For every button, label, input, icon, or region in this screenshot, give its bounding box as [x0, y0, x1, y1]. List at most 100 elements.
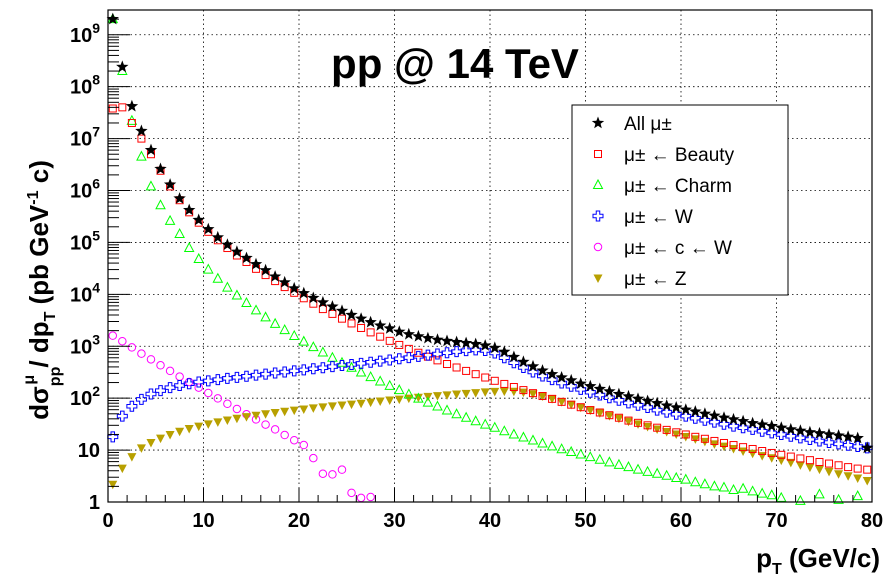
y-tick-label: 10: [78, 440, 100, 462]
y-tick-label: 109: [70, 20, 100, 47]
data-point: [336, 360, 348, 372]
data-point: [441, 404, 453, 415]
data-point: [318, 469, 328, 479]
data-point: [431, 333, 444, 346]
data-point: [804, 433, 816, 445]
data-point: [803, 425, 817, 438]
data-point: [756, 487, 768, 498]
data-point: [679, 403, 692, 415]
data-point: [632, 399, 644, 411]
data-point: [680, 410, 692, 422]
data-point: [212, 374, 224, 386]
data-point: [844, 463, 853, 472]
data-point: [269, 367, 281, 379]
data-point: [671, 430, 681, 440]
data-point: [747, 485, 758, 496]
data-point: [528, 390, 538, 399]
data-point: [823, 436, 835, 448]
data-point: [365, 356, 377, 368]
data-point: [756, 425, 768, 437]
data-point: [279, 324, 291, 335]
data-point: [593, 382, 606, 395]
data-point: [414, 348, 423, 357]
data-point: [498, 425, 510, 436]
data-point: [670, 471, 682, 482]
data-point: [241, 413, 251, 422]
data-point: [202, 375, 214, 387]
data-point: [374, 355, 386, 367]
data-point: [661, 406, 673, 418]
data-point: [461, 389, 471, 399]
data-point: [822, 428, 836, 440]
data-point: [471, 370, 480, 379]
legend-label: μ± ← Charm: [624, 176, 732, 197]
data-point: [660, 399, 673, 411]
data-point: [376, 332, 385, 341]
data-point: [517, 355, 530, 368]
data-point: [231, 289, 243, 300]
data-point: [576, 403, 586, 413]
data-point: [165, 430, 175, 440]
data-point: [527, 434, 539, 445]
data-point: [365, 370, 376, 382]
data-point: [633, 420, 643, 429]
data-point: [805, 456, 814, 465]
data-point: [698, 407, 712, 420]
data-point: [622, 389, 635, 402]
data-point: [584, 379, 597, 392]
data-point: [700, 434, 709, 443]
data-point: [108, 104, 117, 113]
data-point: [509, 387, 519, 397]
data-point: [432, 392, 442, 401]
data-point: [813, 426, 826, 439]
data-point: [718, 418, 730, 430]
data-point: [624, 416, 633, 425]
data-point: [280, 430, 289, 440]
data-point: [843, 472, 853, 481]
axes-layer: 0 10 20 30 40 50 60 70 80 1 10 102 103 104 105 106 107 10…: [70, 18, 883, 532]
legend-label: μ± ← Z: [624, 269, 687, 290]
data-point: [775, 421, 788, 433]
y-tick-label: 107: [70, 124, 100, 151]
data-point: [672, 428, 681, 437]
data-point: [718, 481, 730, 492]
data-point: [307, 341, 319, 352]
data-point: [223, 399, 232, 409]
data-point: [440, 334, 454, 347]
data-point: [136, 444, 146, 453]
legend: All μ± μ± ← Beauty μ± ← Charm μ± ← W μ± ← c …: [571, 104, 789, 296]
y-tick-label: 104: [70, 279, 100, 306]
data-point: [452, 390, 462, 400]
data-point: [469, 337, 482, 350]
data-point: [366, 492, 375, 502]
data-point: [442, 391, 452, 400]
x-tick-label: 30: [383, 510, 405, 532]
data-point: [183, 378, 195, 390]
data-point: [106, 12, 119, 25]
data-point: [154, 162, 167, 175]
data-point: [528, 389, 537, 398]
data-point: [739, 443, 748, 452]
data-point: [326, 300, 339, 312]
data-point: [450, 335, 463, 348]
data-point: [270, 408, 280, 418]
data-point: [270, 425, 280, 434]
data-point: [479, 339, 492, 351]
data-point: [690, 435, 700, 444]
data-point: [307, 291, 320, 304]
data-point: [786, 452, 795, 461]
data-point: [135, 393, 147, 405]
data-point: [861, 441, 874, 454]
data-point: [758, 447, 767, 456]
data-point: [298, 335, 310, 346]
data-point: [307, 363, 319, 375]
data-point: [202, 222, 215, 235]
data-point: [547, 395, 557, 404]
data-point: [851, 431, 864, 444]
data-point: [805, 463, 815, 473]
data-point: [137, 349, 146, 358]
data-point: [451, 346, 463, 358]
data-point: [595, 409, 605, 418]
data-point: [623, 461, 634, 472]
data-point: [653, 423, 662, 432]
